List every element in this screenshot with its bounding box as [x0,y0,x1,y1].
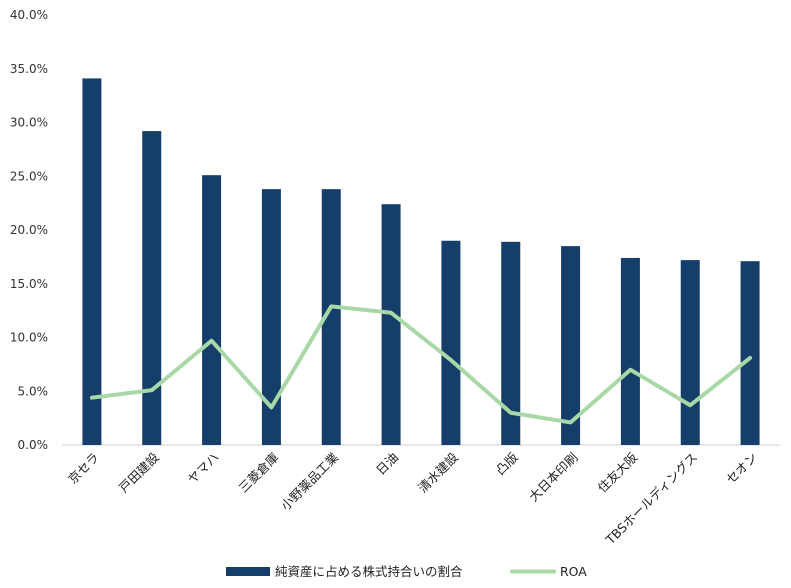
y-tick-label: 15.0% [10,277,48,291]
roa-line [89,304,753,425]
legend-line-label: ROA [560,564,587,579]
bar [261,189,281,445]
y-tick-label: 35.0% [10,62,48,76]
x-category-label: 小野薬品工業 [278,449,342,513]
bar [381,204,401,445]
x-category-label: 凸版 [493,449,522,478]
bar [441,240,461,445]
bar [680,260,700,445]
y-tick-label: 10.0% [10,331,48,345]
bar [740,261,760,445]
y-axis-ticks: 0.0% 5.0% 10.0% 15.0% 20.0% 25.0% 30.0% 35.0% 40… [10,8,48,452]
y-tick-label: 30.0% [10,116,48,130]
roa-series [89,304,753,425]
bar [202,175,222,446]
legend-bar-label: 純資産に占める株式持合いの割合 [275,564,463,579]
x-category-label: 京セラ [65,450,102,487]
x-category-label: ヤマハ [185,450,222,487]
y-tick-label: 25.0% [10,169,48,183]
x-category-label: 三菱倉庫 [236,450,282,496]
bar [620,257,640,445]
y-tick-label: 0.0% [18,438,49,452]
x-category-label: 大日本印刷 [526,450,581,505]
x-category-label: 戸田建設 [116,449,162,495]
legend: 純資産に占める株式持合いの割合 ROA [226,564,587,579]
x-category-label: 清水建設 [415,449,461,495]
bar [501,241,521,445]
y-tick-label: 40.0% [10,8,48,22]
x-category-label: 日油 [373,450,401,478]
bar [82,78,102,446]
bar-series [82,78,760,446]
y-tick-label: 20.0% [10,223,48,237]
bar [321,189,341,445]
legend-bar-swatch [226,567,270,576]
x-category-label: セオン [723,450,760,487]
bar [142,131,162,445]
x-category-label: 住友大阪 [595,449,641,495]
y-tick-label: 5.0% [18,384,49,398]
bar [561,246,581,445]
